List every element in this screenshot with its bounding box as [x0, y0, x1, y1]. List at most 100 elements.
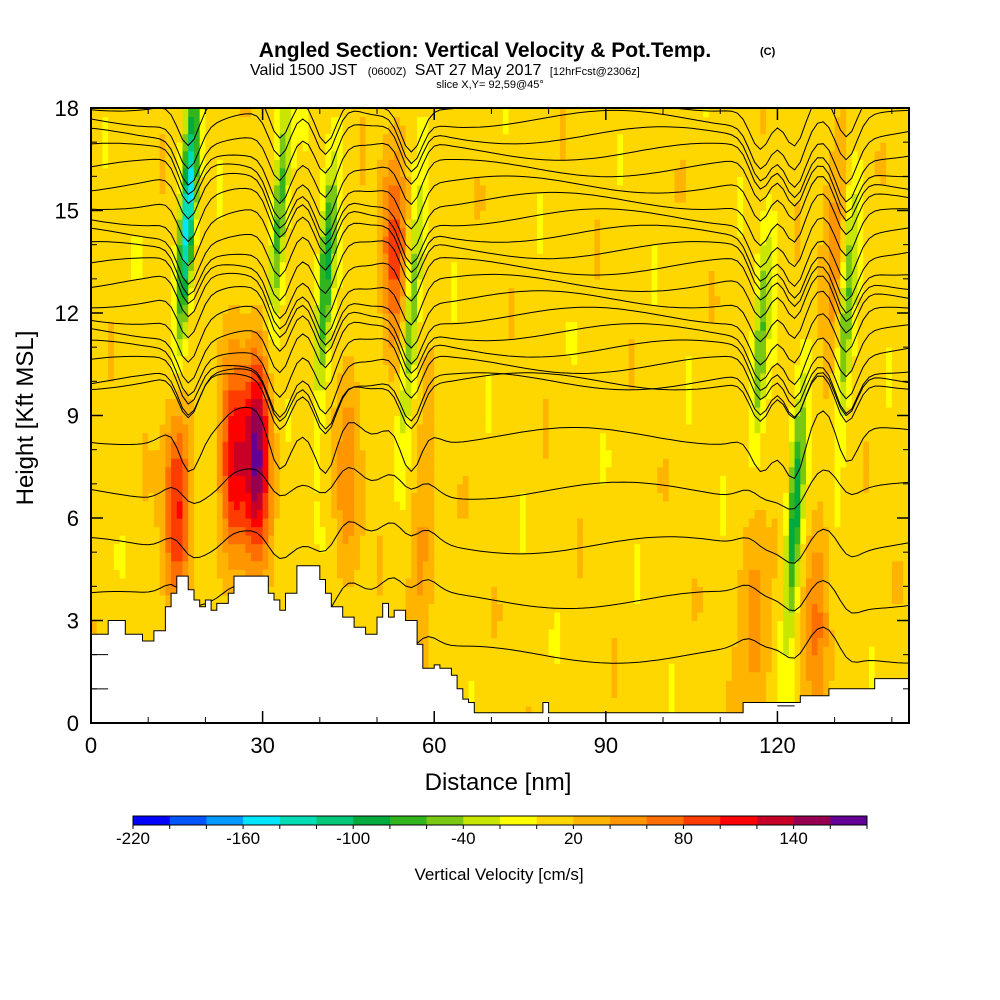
velocity-cell [445, 620, 452, 630]
velocity-cell [91, 424, 98, 434]
velocity-cell [91, 236, 98, 246]
velocity-cell [279, 518, 287, 528]
velocity-cell [308, 475, 315, 485]
velocity-cell [108, 236, 115, 246]
velocity-cell [274, 116, 281, 126]
velocity-cell [153, 201, 161, 212]
velocity-cell [439, 466, 447, 476]
velocity-cell [108, 552, 115, 562]
velocity-cell [188, 313, 195, 323]
velocity-cell [451, 611, 458, 622]
velocity-cell [165, 304, 172, 314]
velocity-cell [131, 176, 138, 186]
velocity-cell [245, 108, 252, 118]
velocity-cell [285, 295, 292, 306]
velocity-cell [176, 500, 184, 511]
velocity-cell [205, 526, 212, 536]
velocity-cell [262, 458, 269, 468]
velocity-cell [142, 295, 149, 306]
velocity-cell [411, 415, 418, 425]
velocity-cell [365, 125, 372, 135]
velocity-cell [102, 552, 109, 562]
velocity-cell [428, 535, 435, 545]
velocity-cell [399, 125, 407, 135]
velocity-cell [325, 424, 332, 434]
velocity-cell [222, 184, 229, 195]
velocity-cell [382, 372, 390, 382]
velocity-cell [382, 543, 390, 553]
velocity-cell [148, 483, 155, 493]
velocity-cell [119, 518, 126, 528]
velocity-cell [342, 108, 350, 118]
velocity-cell [434, 347, 441, 357]
velocity-cell [377, 518, 384, 528]
velocity-cell [457, 347, 464, 357]
velocity-cell [417, 483, 424, 493]
velocity-cell [377, 261, 384, 271]
velocity-cell [171, 526, 178, 536]
velocity-cell [417, 424, 424, 434]
velocity-cell [239, 406, 247, 417]
velocity-cell [268, 406, 275, 417]
velocity-cell [474, 449, 481, 459]
velocity-cell [291, 500, 298, 511]
velocity-cell [342, 227, 350, 237]
velocity-cell [136, 184, 144, 195]
velocity-cell [474, 108, 481, 118]
velocity-cell [171, 330, 178, 340]
velocity-cell [434, 466, 441, 476]
velocity-cell [382, 424, 390, 434]
velocity-cell [331, 159, 338, 169]
velocity-cell [331, 552, 338, 562]
velocity-cell [176, 116, 184, 126]
velocity-cell [285, 372, 292, 382]
velocity-cell [388, 330, 395, 340]
velocity-cell [474, 603, 481, 613]
velocity-cell [108, 253, 115, 263]
velocity-cell [188, 441, 195, 451]
velocity-cell [119, 509, 126, 519]
velocity-cell [268, 278, 275, 288]
velocity-cell [308, 560, 315, 570]
velocity-cell [102, 295, 109, 306]
velocity-cell [439, 389, 447, 400]
velocity-cell [234, 424, 241, 434]
velocity-cell [193, 475, 201, 485]
velocity-cell [474, 159, 481, 169]
velocity-cell [148, 193, 155, 203]
velocity-cell [405, 569, 412, 579]
velocity-cell [354, 535, 361, 545]
velocity-cell [274, 159, 281, 169]
velocity-cell [457, 372, 464, 382]
velocity-cell [405, 552, 412, 562]
velocity-cell [359, 492, 367, 502]
velocity-cell [171, 304, 178, 314]
velocity-cell [308, 552, 315, 562]
velocity-cell [468, 535, 475, 545]
velocity-cell [279, 586, 287, 596]
velocity-cell [222, 543, 229, 553]
velocity-cell [359, 227, 367, 237]
velocity-cell [331, 313, 338, 323]
velocity-cell [405, 150, 412, 160]
velocity-cell [153, 543, 161, 553]
velocity-cell [296, 253, 304, 263]
velocity-cell [365, 159, 372, 169]
velocity-cell [136, 313, 144, 323]
velocity-cell [251, 364, 258, 374]
velocity-cell [457, 680, 464, 690]
velocity-cell [388, 458, 395, 468]
velocity-cell [274, 313, 281, 323]
velocity-cell [222, 313, 229, 323]
velocity-cell [239, 313, 247, 323]
velocity-cell [159, 159, 166, 169]
velocity-cell [382, 159, 390, 169]
velocity-cell [439, 184, 447, 195]
velocity-cell [108, 219, 115, 229]
velocity-cell [102, 441, 109, 451]
velocity-cell [354, 184, 361, 195]
velocity-cell [148, 552, 155, 562]
velocity-cell [399, 500, 407, 511]
velocity-cell [457, 184, 464, 195]
velocity-cell [451, 518, 458, 528]
